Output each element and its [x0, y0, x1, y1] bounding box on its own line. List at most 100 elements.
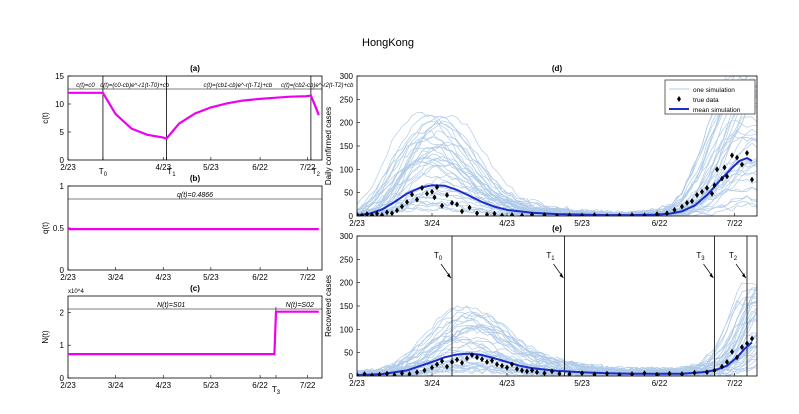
true-data-point	[392, 372, 397, 376]
y-tick-label: 0	[349, 372, 354, 381]
x-tick-label: T1	[167, 167, 176, 178]
true-data-point	[495, 361, 499, 368]
y-tick-label: 50	[344, 189, 353, 198]
phase-marker-label: T1	[546, 251, 555, 262]
true-data-point	[730, 348, 734, 355]
legend-entry: one simulation	[693, 87, 735, 94]
x-tick-label: T0	[99, 167, 108, 178]
true-data-point	[432, 194, 437, 201]
true-data-points	[357, 335, 754, 376]
true-data-point	[725, 359, 729, 365]
y-axis-label: N(t)	[41, 330, 50, 344]
x-tick-label: 6/22	[652, 379, 668, 388]
true-data-point	[450, 359, 454, 365]
true-data-point	[500, 362, 504, 369]
x-tick-subscript: 0	[104, 172, 108, 178]
true-data-point	[385, 209, 389, 216]
y-tick-label: 100	[340, 325, 354, 334]
phase-marker-subscript: 2	[734, 256, 738, 262]
y-tick-label: 5	[60, 128, 65, 137]
true-data-point	[407, 371, 412, 376]
x-tick-label: 3/24	[424, 379, 440, 388]
true-data-point	[415, 369, 419, 376]
y-tick-label: 200	[340, 279, 354, 288]
true-data-point	[680, 203, 684, 210]
true-data-points	[357, 150, 754, 216]
y-tick-label: 1	[60, 182, 65, 191]
true-data-point	[360, 212, 364, 216]
y-tick-label: 1	[60, 341, 65, 350]
true-data-point	[400, 370, 404, 376]
figure-title: HongKong	[362, 37, 414, 49]
c-t--line	[68, 91, 320, 140]
phase-marker-subscript: 1	[551, 256, 555, 262]
true-data-point	[425, 190, 429, 197]
panel-c: 0 1 2 2/23 3/24 4/23 5/23 6/22 T3 7/22 N(t) x10^4 (c…	[41, 284, 323, 396]
y-tick-label: 10	[55, 100, 64, 109]
true-data-point	[485, 211, 489, 216]
true-data-point	[722, 164, 727, 171]
true-data-point	[400, 203, 404, 210]
true-data-point	[370, 212, 374, 216]
true-data-point	[667, 370, 672, 376]
x-tick-label: T2	[312, 167, 321, 178]
true-data-point	[745, 150, 749, 156]
panel-d: 0 50 100 150 200 250 300 2/23 3/24 4/23 5/23 6/22 7/…	[324, 64, 758, 228]
true-data-point	[580, 370, 584, 376]
y-axis-label: Recovered cases	[324, 275, 333, 337]
true-data-point	[460, 208, 464, 215]
x-tick-label: T3	[272, 385, 281, 396]
true-data-point	[440, 202, 444, 209]
true-data-point	[430, 188, 434, 195]
x-tick-label: 2/23	[60, 163, 76, 172]
legend: one simulation true data mean simulation	[664, 79, 756, 115]
true-data-point	[685, 199, 689, 206]
y-tick-label: 250	[340, 255, 354, 264]
legend-swatch-true-data	[677, 96, 681, 102]
one-simulation-line	[357, 76, 757, 216]
true-data-point	[395, 207, 399, 214]
true-data-point	[617, 212, 622, 216]
x-tick-label: 6/22	[252, 381, 268, 390]
true-data-point	[525, 368, 529, 375]
mean-simulation-line	[357, 341, 753, 376]
true-data-point	[490, 357, 494, 364]
true-data-point	[725, 173, 729, 180]
x-tick-label: 5/23	[203, 163, 219, 172]
true-data-point	[630, 371, 634, 376]
true-data-point	[542, 212, 547, 216]
one-simulation-line	[357, 287, 757, 376]
x-tick-label: 4/23	[155, 273, 171, 282]
true-data-point	[750, 335, 754, 342]
x-tick-label: 4/23	[499, 379, 515, 388]
true-data-point	[492, 210, 497, 216]
true-data-point	[550, 368, 554, 375]
y-tick-label: 0.5	[53, 224, 65, 233]
x-tick-label: 5/23	[574, 219, 590, 228]
x-tick-label: 7/22	[727, 379, 743, 388]
true-data-point	[617, 372, 622, 376]
y-axis-label: Daily confirmed cases	[324, 107, 333, 185]
true-data-point	[555, 213, 559, 216]
one-simulation-line	[357, 337, 757, 376]
y-tick-label: 200	[340, 119, 354, 128]
true-data-point	[730, 152, 734, 159]
true-data-point	[455, 356, 459, 363]
true-data-point	[510, 361, 514, 368]
phase-marker-arrowhead	[742, 273, 746, 278]
true-data-point	[592, 371, 597, 376]
x-tick-label: 4/23	[155, 163, 171, 172]
true-data-point	[480, 356, 484, 363]
true-data-point	[557, 370, 562, 376]
true-data-point	[380, 212, 384, 216]
y-tick-label: 15	[55, 72, 64, 81]
y-tick-label: 0	[60, 156, 65, 165]
one-simulation-line	[357, 76, 735, 216]
x-tick-subscript: 2	[317, 172, 321, 178]
true-data-point	[500, 212, 504, 216]
y-tick-label: 50	[344, 349, 353, 358]
true-data-point	[465, 355, 469, 362]
x-tick-label: 3/24	[424, 219, 440, 228]
panel-title: (c)	[190, 284, 200, 293]
true-data-point	[695, 192, 699, 198]
